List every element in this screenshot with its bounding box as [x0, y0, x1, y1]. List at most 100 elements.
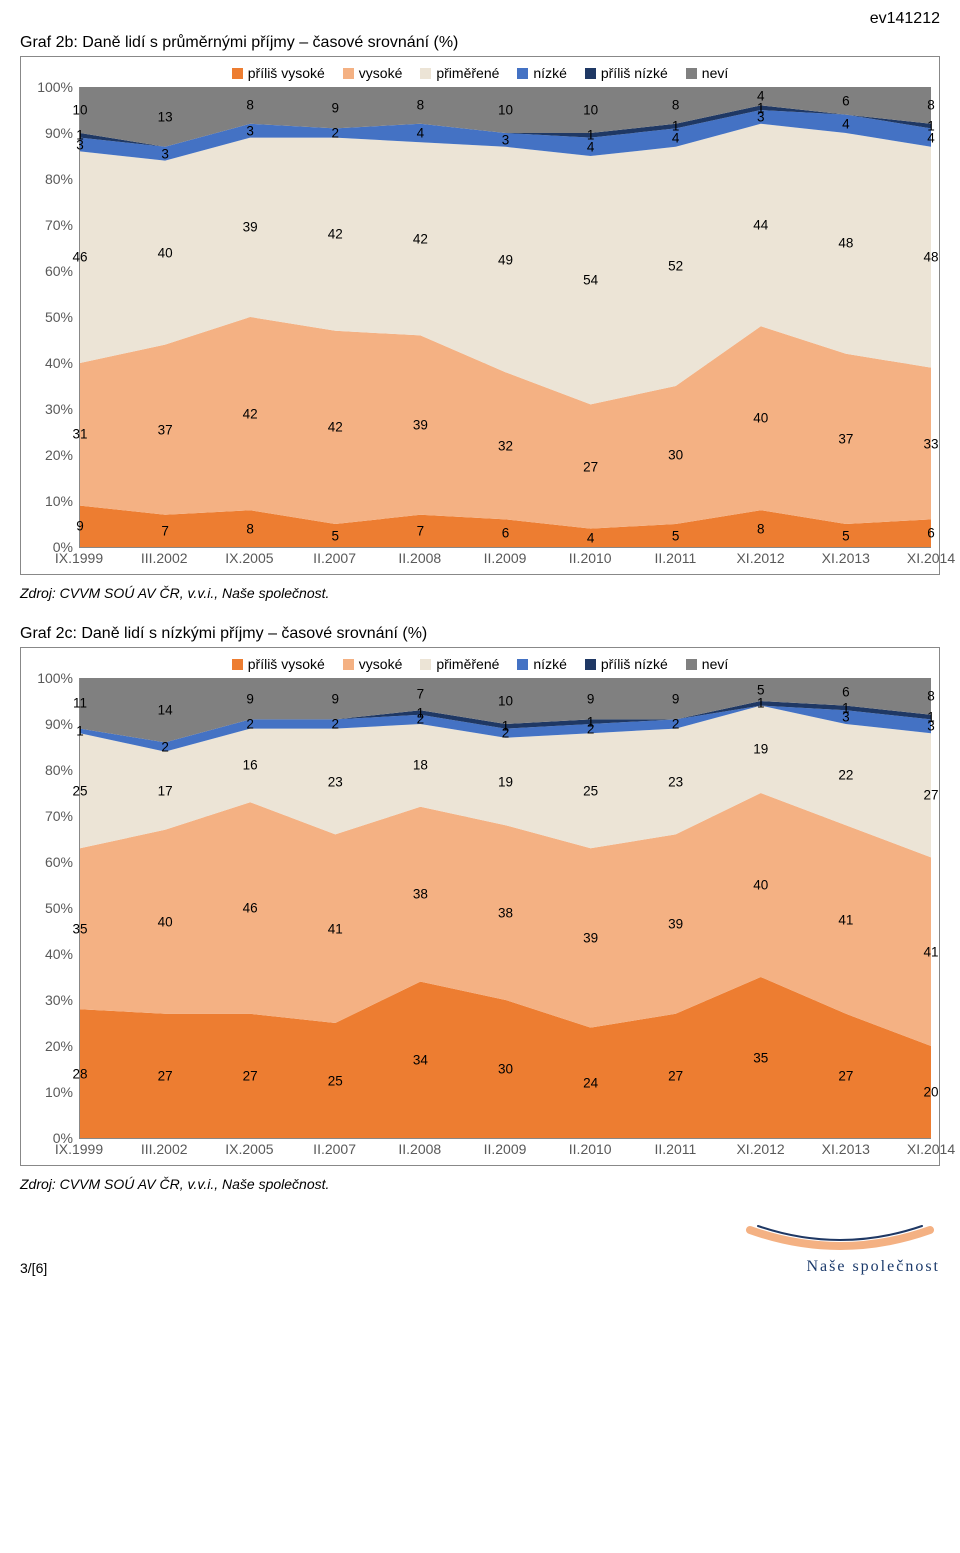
value-label-vysoke: 40: [753, 411, 768, 426]
value-label-prilis_vysoke: 20: [923, 1085, 938, 1100]
value-label-prilis_vysoke: 27: [668, 1068, 683, 1083]
ytick-label: 60%: [45, 854, 73, 870]
legend-swatch-nevi: [686, 659, 697, 670]
value-label-vysoke: 46: [243, 901, 258, 916]
xtick-label: XI.2013: [822, 1141, 870, 1157]
value-label-nizke: 2: [332, 126, 340, 141]
value-label-primerene: 40: [158, 245, 173, 260]
value-label-vysoke: 37: [158, 422, 173, 437]
value-label-prilis_nizke: 1: [502, 719, 510, 734]
ytick-label: 90%: [45, 125, 73, 141]
value-label-nevi: 9: [332, 100, 340, 115]
xtick-label: II.2010: [569, 1141, 612, 1157]
area-svg: [80, 87, 931, 547]
value-label-primerene: 42: [413, 231, 428, 246]
value-label-prilis_nizke: 1: [927, 710, 935, 725]
value-label-prilis_vysoke: 8: [757, 521, 765, 536]
value-label-primerene: 19: [753, 742, 768, 757]
value-label-prilis_nizke: 1: [417, 705, 425, 720]
ytick-label: 50%: [45, 309, 73, 325]
value-label-prilis_vysoke: 6: [502, 526, 510, 541]
chart2c-source: Zdroj: CVVM SOÚ AV ČR, v.v.i., Naše spol…: [20, 1176, 940, 1192]
ytick-label: 100%: [37, 670, 73, 686]
page-number: 3/[6]: [20, 1260, 47, 1276]
value-label-vysoke: 41: [328, 921, 343, 936]
ytick-label: 20%: [45, 1038, 73, 1054]
ytick-label: 60%: [45, 263, 73, 279]
value-label-vysoke: 27: [583, 459, 598, 474]
chart2b-plotwrap: 0%10%20%30%40%50%60%70%80%90%100% 978576…: [29, 87, 931, 570]
value-label-vysoke: 39: [668, 917, 683, 932]
chart2c-box: příliš vysokévysoképřiměřenénízképříliš …: [20, 647, 940, 1166]
value-label-nevi: 8: [246, 98, 254, 113]
xtick-label: IX.1999: [55, 550, 103, 566]
value-label-nizke: 2: [161, 740, 169, 755]
chart2b-xaxis: IX.1999III.2002IX.2005II.2007II.2008II.2…: [79, 548, 931, 570]
value-label-primerene: 42: [328, 227, 343, 242]
legend-label-prilis_nizke: příliš nízké: [601, 656, 668, 672]
value-label-nevi: 8: [672, 98, 680, 113]
legend-label-nevi: neví: [702, 656, 728, 672]
chart2b-legend: příliš vysokévysoképřiměřenénízképříliš …: [29, 65, 931, 81]
value-label-vysoke: 42: [328, 420, 343, 435]
legend-swatch-vysoke: [343, 68, 354, 79]
ytick-label: 30%: [45, 401, 73, 417]
value-label-primerene: 17: [158, 783, 173, 798]
xtick-label: III.2002: [141, 1141, 188, 1157]
value-label-nevi: 11: [73, 696, 87, 711]
value-label-prilis_vysoke: 6: [927, 526, 935, 541]
value-label-prilis_vysoke: 27: [838, 1068, 853, 1083]
chart2c-plot: 2827272534302427352720354046413838393940…: [79, 678, 931, 1139]
ytick-label: 70%: [45, 808, 73, 824]
value-label-nevi: 9: [246, 691, 254, 706]
value-label-prilis_nizke: 1: [927, 119, 935, 134]
value-label-primerene: 25: [72, 783, 87, 798]
xtick-label: II.2009: [484, 550, 527, 566]
legend-item-nizke: nízké: [517, 656, 566, 672]
value-label-nizke: 4: [842, 116, 850, 131]
xtick-label: XI.2014: [907, 1141, 955, 1157]
chart2c-plotwrap: 0%10%20%30%40%50%60%70%80%90%100% 282727…: [29, 678, 931, 1161]
value-label-nevi: 8: [927, 689, 935, 704]
ytick-label: 100%: [37, 79, 73, 95]
ytick-label: 40%: [45, 355, 73, 371]
legend-label-prilis_nizke: příliš nízké: [601, 65, 668, 81]
xtick-label: XI.2014: [907, 550, 955, 566]
legend-swatch-nizke: [517, 659, 528, 670]
value-label-primerene: 49: [498, 252, 513, 267]
value-label-prilis_nizke: 1: [842, 700, 850, 715]
value-label-nizke: 2: [246, 717, 254, 732]
value-label-primerene: 27: [923, 788, 938, 803]
legend-swatch-prilis_nizke: [585, 68, 596, 79]
value-label-nevi: 4: [757, 89, 765, 104]
value-label-vysoke: 33: [923, 436, 938, 451]
legend-item-nevi: neví: [686, 65, 728, 81]
value-label-primerene: 48: [923, 250, 938, 265]
xtick-label: II.2010: [569, 550, 612, 566]
xtick-label: II.2009: [484, 1141, 527, 1157]
value-label-primerene: 48: [838, 236, 853, 251]
xtick-label: XI.2012: [736, 1141, 784, 1157]
xtick-label: II.2011: [655, 550, 697, 566]
legend-label-primerene: přiměřené: [436, 656, 499, 672]
value-label-nevi: 8: [417, 98, 425, 113]
legend-label-vysoke: vysoké: [359, 65, 403, 81]
value-label-nevi: 7: [417, 687, 425, 702]
xtick-label: XI.2012: [736, 550, 784, 566]
xtick-label: II.2007: [313, 1141, 356, 1157]
value-label-prilis_nizke: 1: [76, 128, 84, 143]
value-label-nevi: 9: [672, 691, 680, 706]
value-label-primerene: 23: [328, 774, 343, 789]
legend-item-vysoke: vysoké: [343, 656, 403, 672]
value-label-nizke: 1: [76, 723, 84, 738]
value-label-primerene: 18: [413, 758, 428, 773]
value-label-primerene: 19: [498, 774, 513, 789]
legend-swatch-prilis_nizke: [585, 659, 596, 670]
value-label-prilis_vysoke: 35: [753, 1050, 768, 1065]
value-label-prilis_vysoke: 9: [76, 519, 84, 534]
value-label-nevi: 8: [927, 98, 935, 113]
value-label-prilis_vysoke: 34: [413, 1052, 428, 1067]
value-label-nevi: 6: [842, 93, 850, 108]
ytick-label: 70%: [45, 217, 73, 233]
chart2b-title: Graf 2b: Daně lidí s průměrnými příjmy –…: [20, 34, 940, 52]
